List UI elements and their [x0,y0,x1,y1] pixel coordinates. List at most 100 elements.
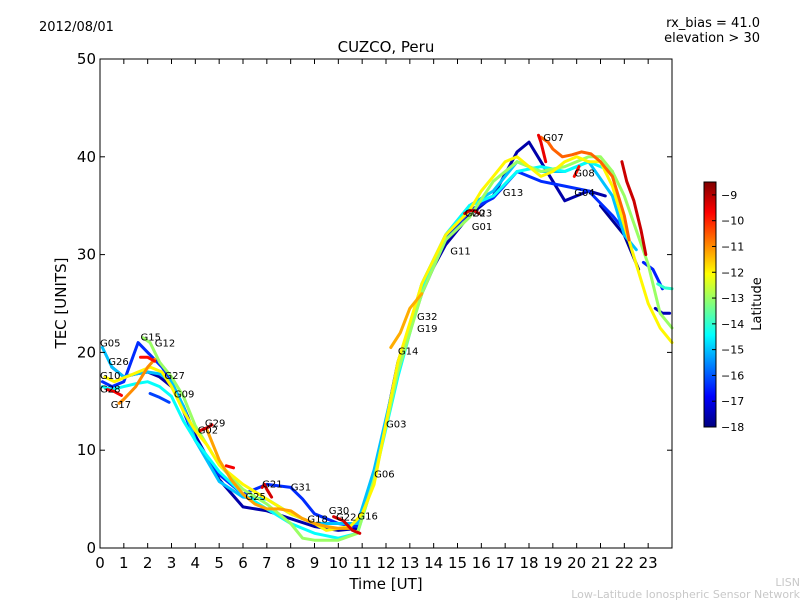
satellite-label-g06: G06 [374,470,394,481]
x-tick-label-18: 18 [519,554,538,572]
x-axis: 0 1 2 3 4 5 6 7 8 9 10 11 12 13 14 15 16 17 18 19 20 21 22 23 [95,59,658,572]
satellite-label-g01: G01 [472,222,492,233]
tec-series-6 [100,160,638,525]
colorbar-tick-label--12: −12 [721,266,744,279]
tec-series-23 [620,160,648,257]
x-tick-label-23: 23 [639,554,658,572]
satellite-label-g05: G05 [100,339,120,350]
y-tick-label-30: 30 [77,246,96,264]
satellite-label-g14: G14 [398,346,418,357]
y-tick-label-50: 50 [77,50,96,68]
tec-series-5 [641,260,664,291]
x-tick-label-19: 19 [543,554,562,572]
tec-series-2 [653,306,672,315]
satellite-label-g09: G09 [174,389,194,400]
y-tick-label-10: 10 [77,441,96,459]
satellite-label-g29: G29 [205,419,225,430]
tec-series-21 [537,133,548,164]
satellite-label-g08: G08 [574,168,594,179]
colorbar-tick-label--9: −9 [721,189,737,202]
tec-series-16 [139,355,157,363]
x-tick-label-2: 2 [143,554,153,572]
x-tick-label-6: 6 [238,554,248,572]
satellite-label-g07: G07 [543,133,563,144]
satellite-label-g18: G18 [307,515,327,526]
x-tick-label-8: 8 [286,554,296,572]
satellite-label-g11: G11 [450,247,470,258]
satellite-label-g31: G31 [291,482,311,493]
colorbar-tick-label--17: −17 [721,395,744,408]
colorbar-tick-label--10: −10 [721,215,744,228]
colorbar [703,181,717,428]
rx-bias-label: rx_bias = 41.0 [666,16,760,31]
tec-series-15 [105,388,123,397]
satellite-label-g28: G28 [100,385,120,396]
tec-series-4 [148,392,171,404]
x-tick-label-0: 0 [95,554,105,572]
satellite-label-g02: G02 [198,426,218,437]
satellite-label-g32: G32 [417,312,437,323]
x-tick-label-14: 14 [424,554,443,572]
colorbar-tick-label--13: −13 [721,292,744,305]
y-tick-label-0: 0 [86,539,96,557]
satellite-label-g04: G04 [574,188,594,199]
x-tick-label-11: 11 [353,554,372,572]
satellite-label-g23: G23 [472,209,492,220]
y-tick-label-40: 40 [77,148,96,166]
x-axis-label: Time [UT] [348,575,422,593]
x-tick-label-10: 10 [329,554,348,572]
satellite-label-g22: G22 [336,513,356,524]
colorbar-tick-label--15: −15 [721,344,744,357]
y-axis: 0 10 20 30 40 50 [77,50,672,557]
satellite-label-g15: G15 [141,333,161,344]
satellite-label-g19: G19 [417,324,437,335]
colorbar-label: Latitude [750,277,765,331]
tec-series-22 [572,165,581,178]
x-tick-label-17: 17 [496,554,515,572]
satellite-label-g30: G30 [329,506,349,517]
series-layer [100,133,674,542]
x-tick-label-4: 4 [191,554,201,572]
satellite-label-g10: G10 [100,371,120,382]
x-tick-label-9: 9 [310,554,320,572]
satellite-label-g25: G25 [245,492,265,503]
x-tick-label-16: 16 [472,554,491,572]
tec-series-11 [117,357,157,405]
satellite-label-g20: G20 [465,209,485,220]
colorbar-tick-label--11: −11 [721,240,744,253]
tec-series-20 [463,209,481,215]
x-tick-label-13: 13 [400,554,419,572]
satellite-label-g16: G16 [357,512,377,523]
colorbar-ticks: −9 −10 −11 −12 −13 −14 −15 −16 −17 −18 [712,189,744,434]
satellite-label-g12: G12 [155,339,175,350]
tec-series-7 [100,160,614,540]
colorbar-tick-label--18: −18 [721,421,744,434]
tec-series-3 [100,170,626,528]
x-tick-label-15: 15 [448,554,467,572]
colorbar-tick-label--14: −14 [721,318,744,331]
satellite-label-g21: G21 [262,479,282,490]
tec-series-13 [389,292,424,349]
tec-series-10 [103,155,674,532]
chart-title: CUZCO, Peru [338,38,435,56]
tec-series-18 [260,482,274,499]
elevation-label: elevation > 30 [664,31,760,46]
date-label: 2012/08/01 [39,20,114,35]
x-tick-label-5: 5 [214,554,224,572]
satellite-label-g26: G26 [108,357,128,368]
x-tick-label-7: 7 [262,554,272,572]
tec-series-19 [332,515,362,535]
tec-series-14 [539,135,631,242]
y-axis-label: TEC [UNITS] [52,258,70,350]
tec-series-24 [224,464,235,470]
tec-series-12 [205,429,352,530]
satellite-label-g03: G03 [386,420,406,431]
x-tick-label-12: 12 [376,554,395,572]
tec-series-0 [110,140,607,532]
satellite-label-g17: G17 [111,400,131,411]
colorbar-tick-label--16: −16 [721,369,744,382]
footer-lisn: LISN [775,576,800,589]
x-tick-label-21: 21 [591,554,610,572]
